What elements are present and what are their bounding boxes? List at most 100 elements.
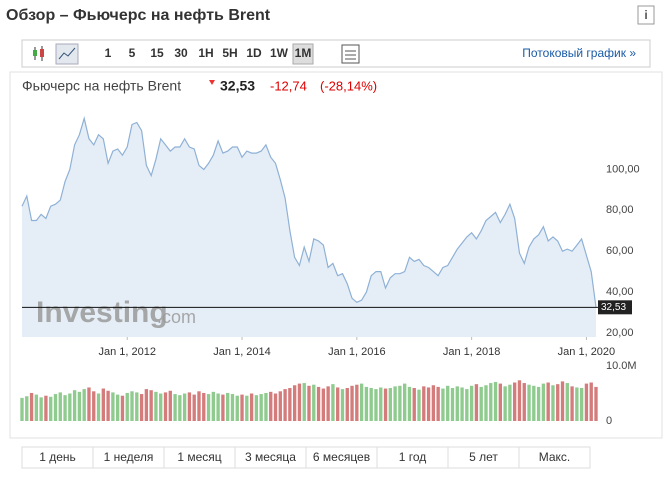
volume-bar [307, 385, 311, 421]
volume-bar [197, 391, 201, 421]
x-tick-label: Jan 1, 2014 [213, 346, 271, 358]
volume-bar [340, 389, 345, 421]
quote-change: -12,74 [270, 78, 307, 93]
y-tick-label: 20,00 [606, 327, 634, 339]
interval-button[interactable]: 5 [129, 46, 136, 60]
volume-bar [541, 383, 546, 421]
volume-bar [579, 388, 584, 421]
area-fill [22, 118, 596, 338]
interval-button[interactable]: 5H [222, 46, 237, 60]
volume-bar [269, 391, 273, 421]
volume-bar [479, 386, 483, 421]
interval-button[interactable]: 15 [150, 46, 164, 60]
volume-bar [383, 388, 388, 421]
volume-bar [163, 392, 168, 421]
x-tick-label: Jan 1, 2018 [443, 346, 501, 358]
volume-bar [226, 392, 230, 421]
interval-button[interactable]: 1M [295, 46, 312, 60]
volume-bar [345, 388, 349, 421]
volume-bar [302, 383, 306, 421]
volume-bar [503, 386, 507, 421]
line-icon[interactable] [55, 43, 79, 65]
toolbar [21, 39, 651, 68]
candle-icon[interactable] [33, 46, 44, 61]
interval-button[interactable]: 1D [246, 46, 262, 60]
volume-bar [355, 384, 359, 421]
volume-bar [139, 394, 144, 421]
volume-bar [44, 395, 48, 421]
volume-bar [436, 386, 440, 421]
volume-bar [388, 388, 392, 421]
volume-bar [49, 396, 53, 421]
y-tick-label: 80,00 [606, 204, 634, 216]
period-button-box[interactable] [518, 446, 591, 469]
stream-link[interactable]: Потоковый график » [522, 46, 636, 60]
period-button[interactable]: 1 неделя [104, 450, 154, 464]
volume-bar [29, 392, 34, 421]
volume-bar [111, 392, 115, 421]
quote-change-pct: (-28,14%) [320, 78, 377, 93]
x-tick-label: Jan 1, 2016 [328, 346, 386, 358]
volume-bar [130, 391, 134, 421]
y-tick-label: 40,00 [606, 286, 634, 298]
doc-icon[interactable] [341, 44, 360, 64]
volume-bar [168, 390, 172, 421]
volume-bar [484, 385, 488, 421]
volume-bar [584, 383, 589, 421]
volume-bar [273, 393, 278, 421]
volume-bar [283, 389, 287, 421]
volume-bar [369, 388, 373, 421]
volume-bar [120, 395, 125, 421]
period-button[interactable]: 6 месяцев [313, 450, 370, 464]
volume-bar [154, 391, 158, 421]
volume-bar [546, 382, 550, 421]
volume-bar [63, 395, 67, 421]
volume-bar [72, 390, 77, 421]
volume-bar [465, 389, 469, 421]
volume-bar [551, 385, 555, 421]
period-button[interactable]: 5 лет [469, 450, 498, 464]
volume-bar [489, 383, 493, 421]
volume-bar [412, 388, 416, 421]
volume-bar [426, 387, 431, 421]
svg-text:i: i [644, 8, 647, 22]
watermark-com: .com [157, 307, 196, 327]
volume-bar [556, 384, 560, 421]
x-tick-label: Jan 1, 2012 [98, 346, 156, 358]
volume-bar [77, 391, 82, 421]
volume-bar [594, 386, 598, 421]
interval-button[interactable]: 1W [270, 46, 289, 60]
volume-bar [182, 393, 187, 421]
volume-tick-label: 10.0M [606, 360, 637, 372]
interval-button[interactable]: 1H [198, 46, 213, 60]
volume-bar [292, 385, 297, 421]
info-icon[interactable]: i [637, 5, 655, 25]
period-button[interactable]: 1 месяц [177, 450, 221, 464]
volume-bar [115, 394, 120, 421]
period-button[interactable]: 3 месяца [245, 450, 296, 464]
volume-bar [144, 389, 149, 421]
volume-bar [192, 394, 196, 421]
volume-bar [402, 383, 407, 421]
volume-bar [259, 394, 263, 421]
volume-bar [493, 381, 498, 421]
volume-bar [53, 394, 58, 421]
interval-button[interactable]: 30 [174, 46, 188, 60]
quote-price: 32,53 [220, 78, 255, 94]
period-button[interactable]: 1 день [39, 450, 76, 464]
period-button[interactable]: Макс. [539, 450, 571, 464]
period-button[interactable]: 1 год [399, 450, 427, 464]
volume-bar [522, 383, 526, 421]
volume-bar [517, 380, 522, 421]
volume-bar [316, 386, 321, 421]
volume-bar [149, 390, 153, 421]
volume-bar [96, 393, 101, 421]
volume-bar [350, 385, 354, 421]
volume-bar [58, 392, 62, 421]
volume-bar [254, 395, 259, 421]
down-arrow [209, 80, 215, 85]
volume-bar [125, 392, 129, 421]
interval-button[interactable]: 1 [105, 46, 112, 60]
volume-bar [527, 384, 531, 421]
